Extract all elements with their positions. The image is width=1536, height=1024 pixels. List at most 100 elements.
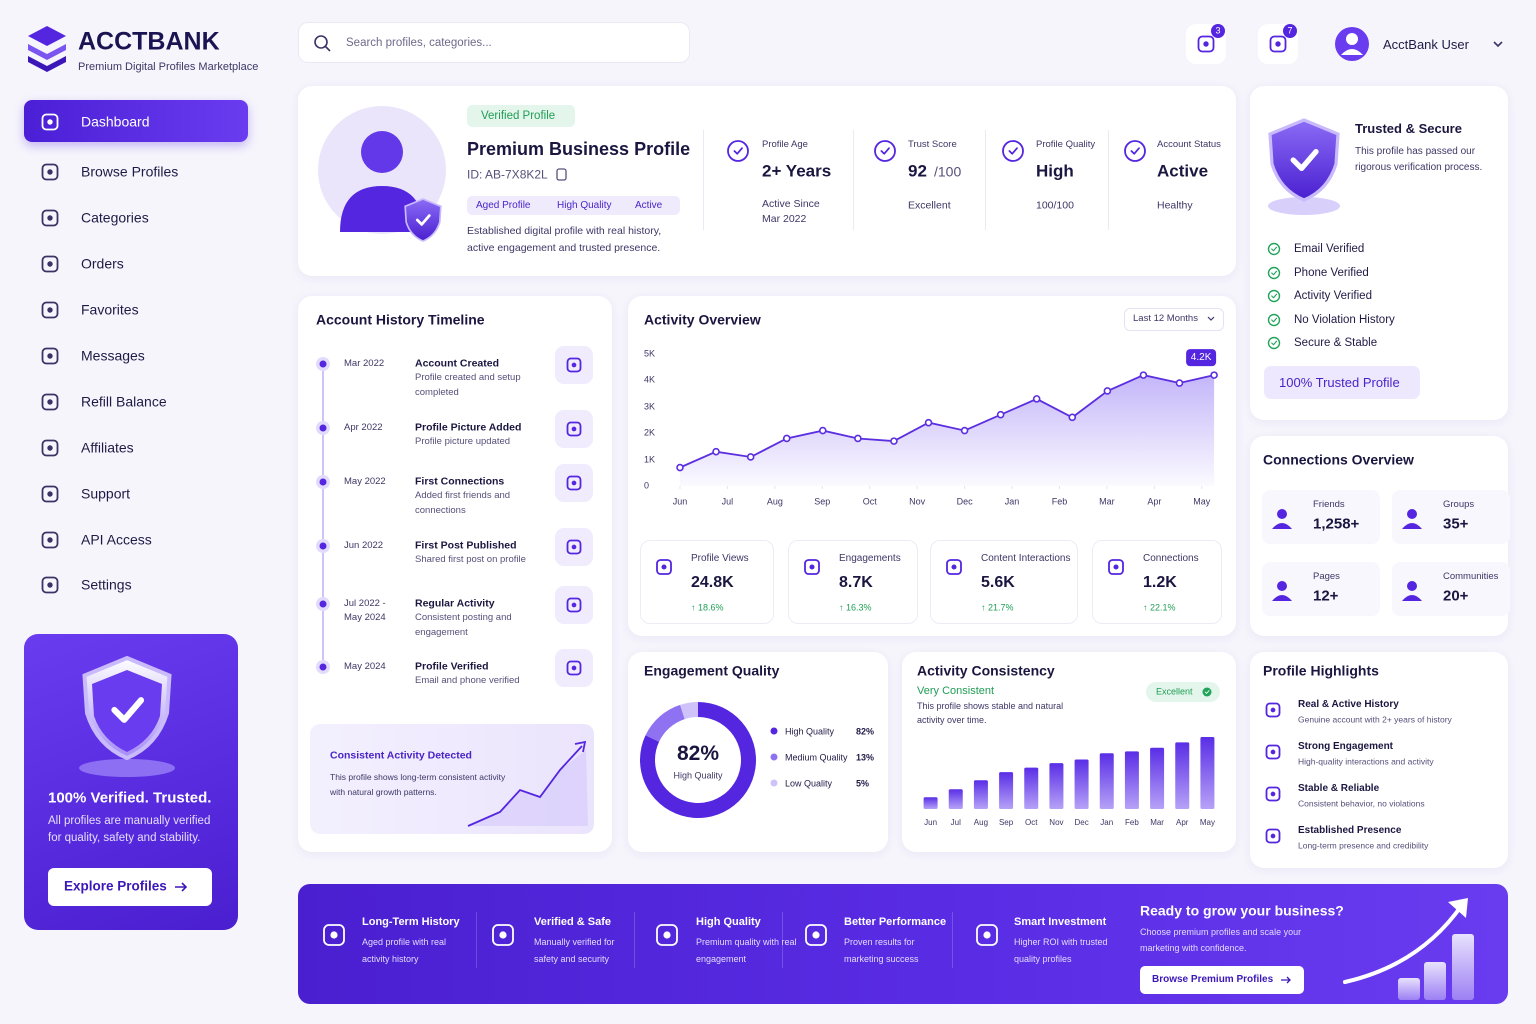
icon — [41, 393, 59, 411]
connection-icon — [1407, 509, 1417, 519]
icon-dot — [571, 665, 577, 671]
connection-icon — [1402, 523, 1422, 529]
nav-item[interactable]: API Access — [81, 531, 152, 548]
connection-value: 1,258+ — [1313, 515, 1360, 533]
icon — [41, 113, 59, 131]
nav-item[interactable]: Affiliates — [81, 439, 134, 456]
logo — [28, 56, 66, 72]
connection-value: 20+ — [1443, 587, 1469, 605]
cta-button[interactable] — [1140, 966, 1304, 994]
bar — [1124, 751, 1139, 809]
x-tick-label: Nov — [909, 496, 926, 507]
icon-dot — [812, 931, 820, 939]
metric-value: 8.7K — [839, 574, 873, 591]
period-label[interactable]: Last 12 Months — [1133, 313, 1198, 325]
icon-dot — [571, 544, 577, 550]
check-mark — [1271, 293, 1278, 299]
stat-icon — [874, 140, 896, 162]
check-icon — [1267, 289, 1281, 303]
tag-label: High Quality — [557, 199, 612, 211]
bar — [973, 780, 988, 809]
cta-title: Ready to grow your business? — [1140, 902, 1344, 919]
metric-change: ↑ 22.1% — [1143, 602, 1176, 613]
icon-dot — [47, 119, 53, 125]
user-name[interactable]: AcctBank User — [1383, 36, 1469, 52]
icon-dot — [499, 931, 507, 939]
icon — [1269, 35, 1287, 53]
icon — [41, 439, 59, 457]
trust-button-label[interactable]: 100% Trusted Profile — [1279, 374, 1400, 390]
metric-label: Connections — [1143, 552, 1199, 564]
connection-value: 35+ — [1443, 515, 1469, 533]
event-date: Jun 2022 — [344, 540, 384, 552]
x-tick-label: Mar — [1150, 818, 1164, 827]
check-icon — [1267, 313, 1281, 327]
nav-item[interactable]: Categories — [81, 209, 149, 226]
nav-item[interactable]: Messages — [81, 347, 145, 364]
icon — [566, 421, 582, 437]
nav-item[interactable]: Refill Balance — [81, 393, 167, 410]
icon — [41, 485, 59, 503]
stat-label: Profile Age — [762, 139, 808, 151]
nav-item[interactable]: Browse Profiles — [81, 163, 179, 180]
badge-label: Excellent — [1156, 686, 1193, 697]
event-date: Mar 2022 — [344, 358, 385, 370]
engagement-card — [628, 652, 888, 852]
legend-label: High Quality — [785, 726, 835, 737]
legend-dot — [770, 753, 778, 761]
x-tick-label: Apr — [1176, 818, 1189, 827]
check-item: No Violation History — [1294, 313, 1395, 326]
point — [1210, 371, 1218, 379]
verified-badge-label: Verified Profile — [481, 109, 556, 122]
event-title: Account Created — [415, 357, 500, 370]
icon — [41, 301, 59, 319]
icon-dot — [1270, 707, 1276, 713]
icon — [1197, 35, 1215, 53]
point — [782, 434, 791, 443]
trust-button[interactable] — [1264, 366, 1420, 399]
nav-item[interactable]: Dashboard — [81, 113, 150, 130]
highlight-text: Long-term presence and credibility — [1298, 840, 1429, 851]
promo-button-label[interactable]: Explore Profiles — [64, 878, 167, 894]
metric-card — [1092, 540, 1222, 624]
banner-divider — [782, 912, 783, 968]
trend-area — [468, 750, 588, 826]
metric-card — [640, 540, 774, 624]
connection-label: Friends — [1313, 499, 1345, 511]
nav-item[interactable]: Settings — [81, 576, 132, 593]
divider — [703, 130, 704, 230]
profile-card — [298, 86, 1236, 276]
icon — [1265, 744, 1281, 760]
period-dropdown[interactable] — [1124, 308, 1224, 331]
divider — [985, 130, 986, 230]
search-box[interactable] — [298, 22, 690, 63]
decor-arrow-head — [1448, 898, 1468, 918]
icon-dot — [1270, 833, 1276, 839]
badge — [1283, 24, 1297, 38]
avatar-head — [361, 131, 403, 173]
icon — [41, 531, 59, 549]
icon-dot — [663, 931, 671, 939]
stat-value: 92 — [908, 161, 927, 181]
nav-item[interactable]: Support — [81, 485, 131, 502]
chevron — [1207, 316, 1215, 321]
nav-item[interactable]: Favorites — [81, 301, 139, 318]
cta-button-label[interactable]: Browse Premium Profiles — [1152, 973, 1274, 985]
search-placeholder[interactable]: Search profiles, categories... — [346, 36, 492, 49]
nav-item[interactable]: Orders — [81, 255, 124, 272]
legend-dot — [770, 779, 778, 787]
y-tick-label: 2K — [644, 427, 656, 438]
divider — [853, 130, 854, 230]
x-tick-label: Sep — [814, 496, 831, 507]
icon — [492, 924, 514, 946]
icon-dot — [1270, 749, 1276, 755]
check-mark — [880, 147, 890, 155]
decor-bar — [1452, 934, 1474, 1000]
feature-text: Aged profile with real activity history — [362, 937, 447, 964]
legend-label: Medium Quality — [785, 752, 848, 763]
point — [1139, 371, 1148, 379]
icon-dot — [809, 564, 815, 570]
x-tick-label: Feb — [1051, 496, 1068, 507]
